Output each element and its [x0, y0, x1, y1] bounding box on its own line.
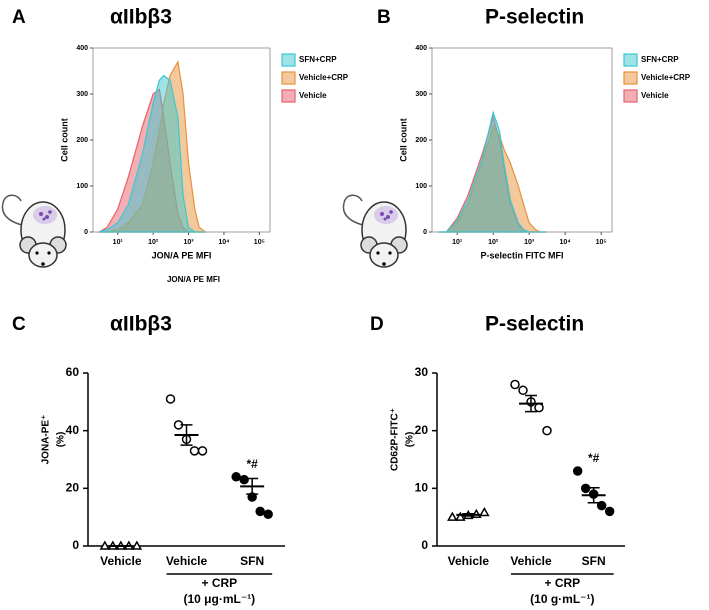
data-point [165, 394, 176, 404]
data-point [542, 425, 552, 436]
panel-letter: D [370, 314, 384, 335]
data-point [518, 385, 528, 396]
legend-swatch [281, 53, 296, 67]
y-tick-label: 0 [421, 538, 428, 552]
data-point [263, 509, 273, 520]
x-tick-label: 10³ [524, 239, 535, 246]
legend-label: Vehicle [641, 91, 669, 100]
legend-label: Vehicle+CRP [641, 73, 691, 82]
x-tick-label: 10⁵ [596, 239, 607, 246]
y-tick-label: 100 [415, 183, 427, 190]
error-bar [587, 487, 600, 504]
y-tick-label: 0 [423, 229, 427, 236]
data-point [534, 402, 544, 413]
x-tick-label: 10⁴ [218, 239, 230, 246]
group-note: (10 g·mL⁻¹) [530, 592, 594, 606]
legend-swatch [623, 53, 638, 67]
significance-label: *# [588, 451, 600, 465]
chart-title: αIIbβ3 [110, 6, 172, 29]
x-tick-label: 10⁴ [560, 239, 572, 246]
legend-label: SFN+CRP [641, 55, 679, 64]
y-axis-label: JONA-PE⁺ [41, 415, 52, 465]
y-tick-label: 300 [76, 91, 88, 98]
histogram-area [99, 74, 206, 233]
x-axis-label: JON/A PE MFI [152, 250, 212, 260]
data-point [572, 466, 583, 476]
mouse-icon [1, 194, 67, 268]
y-tick-label: 200 [76, 137, 88, 144]
histogram-area [438, 110, 547, 233]
error-bar [462, 512, 475, 517]
y-tick-label: 30 [415, 365, 429, 379]
legend-label: Vehicle+CRP [299, 73, 349, 82]
panel-letter: B [377, 7, 391, 28]
x-tick-label: 10¹ [113, 239, 124, 246]
panel-letter: C [12, 314, 26, 335]
error-bar [246, 477, 259, 495]
legend-swatch [281, 89, 296, 103]
x-axis-label: P-selectin FITC MFI [480, 250, 563, 260]
legend-swatch [623, 89, 638, 103]
y-tick-label: 10 [415, 481, 429, 495]
group-label: + CRP [544, 576, 580, 590]
y-tick-label: 20 [66, 481, 80, 495]
data-point [455, 511, 466, 521]
legend-swatch [281, 71, 296, 85]
x-tick-label: 10³ [183, 239, 194, 246]
data-point [131, 540, 143, 550]
y-axis-label: Cell count [59, 118, 69, 162]
y-tick-label: 0 [72, 538, 79, 552]
x-tick-label: 10² [148, 239, 159, 246]
y-tick-label: 400 [76, 45, 88, 52]
y-tick-label: 20 [415, 423, 429, 437]
data-point [231, 472, 241, 482]
y-tick-label: 0 [84, 229, 88, 236]
significance-label: *# [246, 457, 258, 471]
data-point [510, 379, 520, 390]
chart-title: αIIbβ3 [110, 313, 172, 336]
data-point [197, 446, 208, 456]
x-tick-label: SFN [240, 554, 264, 568]
legend-label: SFN+CRP [299, 55, 337, 64]
y-axis-label: CD62P-FITC⁺ [390, 408, 401, 471]
y-tick-label: 200 [415, 137, 427, 144]
legend-swatch [623, 71, 638, 85]
x-axis-label: JON/A PE MFI [167, 275, 220, 284]
y-tick-label: 60 [66, 365, 80, 379]
x-tick-label: 10⁵ [254, 239, 265, 246]
x-tick-label: 10² [488, 239, 499, 246]
y-tick-label: 400 [415, 45, 427, 52]
data-point [239, 474, 249, 485]
group-label: + CRP [201, 576, 237, 590]
data-point [604, 506, 615, 517]
chart-title: P-selectin [485, 313, 584, 336]
y-tick-label: 300 [415, 91, 427, 98]
data-point [189, 446, 200, 456]
chart-title: P-selectin [485, 6, 584, 29]
data-point [596, 500, 607, 511]
x-tick-label: 10¹ [452, 239, 463, 246]
legend-label: Vehicle [299, 91, 327, 100]
y-axis-label: Cell count [398, 118, 408, 162]
y-axis-label: (%) [56, 432, 67, 448]
mouse-icon [342, 194, 408, 268]
data-point [255, 506, 265, 517]
x-tick-label: Vehicle [448, 554, 490, 568]
x-tick-label: Vehicle [166, 554, 208, 568]
panel-letter: A [12, 7, 26, 28]
error-bar [180, 424, 193, 446]
x-tick-label: Vehicle [510, 554, 552, 568]
x-tick-label: SFN [582, 554, 606, 568]
x-tick-label: Vehicle [100, 554, 142, 568]
y-tick-label: 100 [76, 183, 88, 190]
data-point [447, 511, 458, 521]
y-axis-label: (%) [405, 432, 416, 448]
y-tick-label: 40 [66, 423, 80, 437]
data-point [479, 507, 490, 517]
data-point [99, 540, 111, 550]
group-note: (10 μg·mL⁻¹) [183, 592, 255, 606]
error-bar [525, 394, 537, 413]
